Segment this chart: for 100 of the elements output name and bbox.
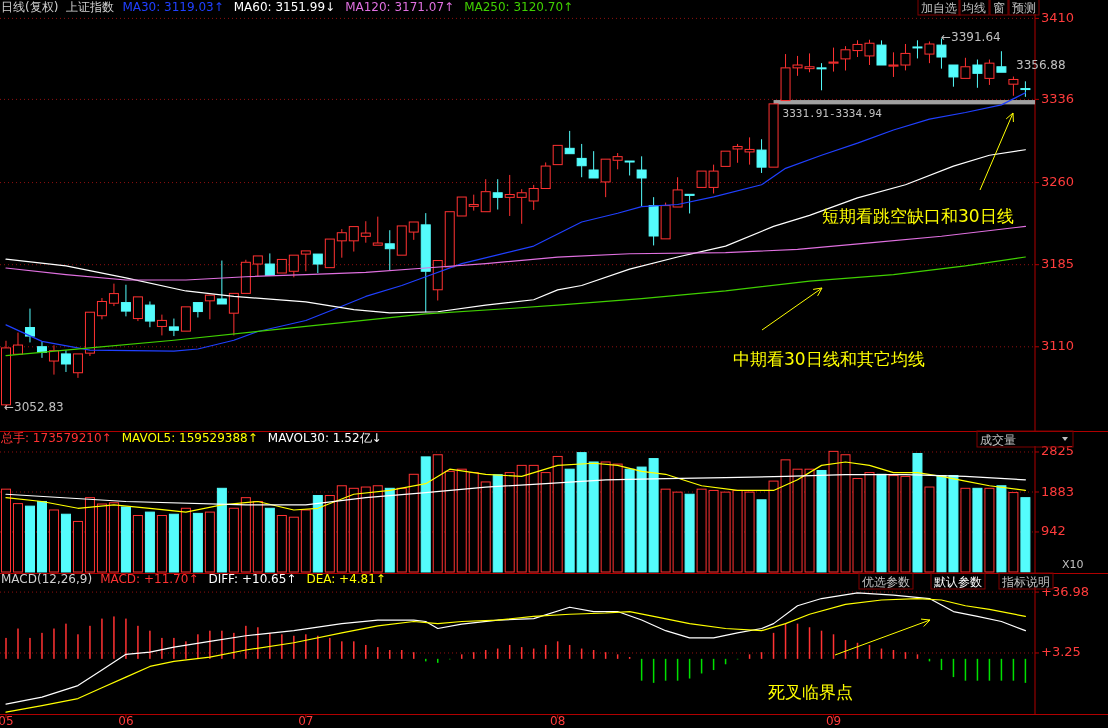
candlestick <box>12 332 23 355</box>
annotation: 3356.88 <box>1016 58 1066 72</box>
x-tick-label: 08 <box>550 714 566 728</box>
bar <box>48 509 59 573</box>
candlestick <box>60 349 71 373</box>
bar <box>360 486 371 573</box>
text: MACD: +11.70↑ <box>100 572 199 586</box>
candlestick <box>168 318 179 337</box>
annotation: ←3391.64 <box>941 30 1001 44</box>
bar <box>144 511 155 573</box>
bar <box>384 487 395 573</box>
annotation: 预测 <box>1012 1 1036 15</box>
bar <box>528 464 539 573</box>
line-series <box>5 225 1027 281</box>
bar <box>972 487 983 573</box>
bar <box>72 520 83 573</box>
bar <box>540 472 551 573</box>
bar <box>396 487 407 573</box>
bar <box>420 456 431 573</box>
bar <box>216 487 227 573</box>
bar <box>264 507 275 573</box>
bar <box>996 485 1007 573</box>
line-series <box>5 474 1027 506</box>
bar <box>1008 492 1019 573</box>
text: DEA: +4.81↑ <box>306 572 386 586</box>
bar <box>468 472 479 573</box>
candlestick <box>504 174 515 217</box>
bar <box>492 474 503 573</box>
bar <box>348 487 359 573</box>
candlestick <box>132 296 143 322</box>
candlestick <box>492 178 503 211</box>
text: MA60: 3151.99↓ <box>233 0 336 14</box>
candlestick <box>456 196 467 217</box>
bar <box>84 497 95 573</box>
bar <box>204 511 215 573</box>
band-label: 3331.91-3334.94 <box>782 106 883 120</box>
candlestick <box>384 229 395 271</box>
candlestick <box>348 226 359 253</box>
annotation: 加自选 <box>921 1 957 15</box>
bar <box>504 472 515 573</box>
candlestick <box>480 178 491 213</box>
candlestick <box>300 250 311 272</box>
bar <box>312 495 323 573</box>
text: MA30: 3119.03↑ <box>122 0 224 14</box>
bar <box>36 500 47 573</box>
text: MAVOL5: 159529388↑ <box>121 431 258 445</box>
line-series <box>5 149 1027 314</box>
candlestick <box>192 302 203 318</box>
text: X10 <box>1062 558 1084 571</box>
bar <box>984 487 995 573</box>
candlestick <box>624 160 635 176</box>
chart-subtitle: 上证指数 <box>66 0 115 14</box>
bar <box>684 493 695 573</box>
candlestick <box>828 47 839 73</box>
candlestick <box>216 260 227 305</box>
candlestick <box>84 311 95 357</box>
bar <box>408 473 419 573</box>
candlestick <box>360 220 371 244</box>
bar <box>180 507 191 573</box>
candlestick <box>372 216 383 246</box>
x-tick-label: 05 <box>0 714 14 728</box>
x-tick-label: 06 <box>118 714 134 728</box>
annotation: 优选参数 <box>862 575 910 589</box>
bar <box>156 515 167 573</box>
bar <box>240 497 251 573</box>
annotation: 中期看30日线和其它均线 <box>733 349 925 369</box>
candlestick <box>552 144 563 166</box>
bar <box>1 488 11 573</box>
candlestick <box>180 306 191 332</box>
y-tick-label: 3185 <box>1041 256 1075 272</box>
candlestick <box>96 297 107 320</box>
bar <box>432 454 443 573</box>
y-tick-label: 1883 <box>1041 483 1075 499</box>
candlestick <box>996 50 1007 73</box>
candlestick <box>396 225 407 256</box>
candlestick <box>432 260 443 301</box>
text: MAVOL30: 1.52亿↓ <box>267 431 382 445</box>
bar <box>588 461 599 573</box>
bar <box>120 506 131 573</box>
annotation: ←3052.83 <box>4 400 64 414</box>
chart-title: MACD(12,26,9) <box>1 572 93 586</box>
candlestick <box>468 194 479 212</box>
candlestick <box>576 143 587 178</box>
x-tick-label: 07 <box>298 714 314 728</box>
candlestick <box>48 344 59 376</box>
bar <box>288 516 299 573</box>
candlestick <box>324 238 335 269</box>
bar <box>456 468 467 573</box>
annotation: 短期看跳空缺口和30日线 <box>822 206 1014 226</box>
bar <box>816 469 827 573</box>
bar <box>960 487 971 573</box>
bar <box>444 470 455 573</box>
candlestick <box>720 150 731 167</box>
candlestick <box>120 284 131 317</box>
candlestick <box>420 212 431 313</box>
text: MA120: 3171.07↑ <box>345 0 455 14</box>
y-tick-label: 3336 <box>1041 90 1075 106</box>
candlestick <box>684 193 695 214</box>
candlestick <box>156 314 167 336</box>
y-tick-label: 942 <box>1041 523 1066 539</box>
